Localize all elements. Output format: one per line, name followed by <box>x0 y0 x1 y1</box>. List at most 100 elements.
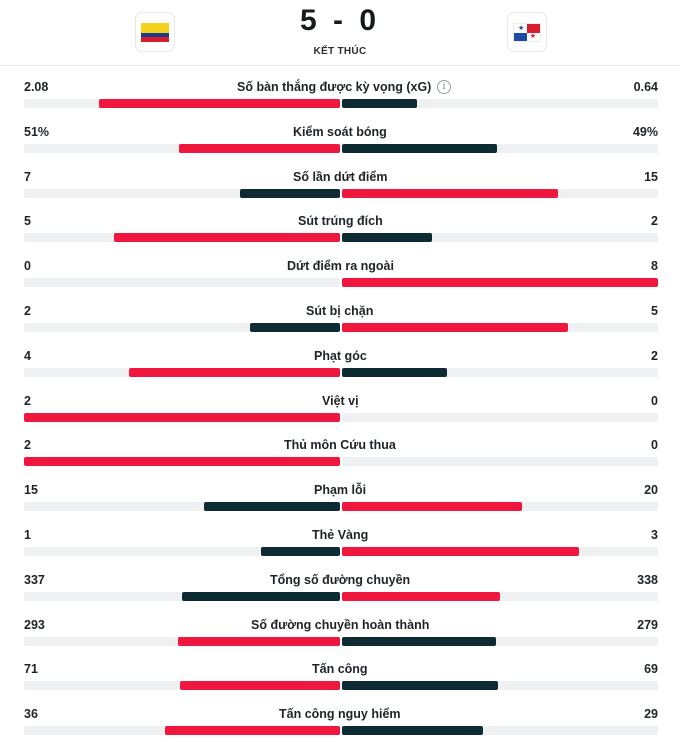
away-stat-value: 29 <box>644 707 658 722</box>
away-stat-bar-track <box>342 322 658 332</box>
stat-title: Số bàn thắng được kỳ vọng (xG) <box>237 80 432 94</box>
away-stat-bar <box>342 681 498 691</box>
away-stat-bar-track <box>342 188 658 198</box>
away-stat-bar-track <box>342 502 658 512</box>
home-stat-bar-track <box>24 726 340 736</box>
stat-label-line: 51% Kiểm soát bóng 49% <box>0 125 680 143</box>
away-stat-bar-track <box>342 681 658 691</box>
away-stat-value: 69 <box>644 662 658 677</box>
home-stat-value: 0 <box>24 259 31 274</box>
home-stat-bar <box>129 367 340 377</box>
away-stat-bar-track <box>342 233 658 243</box>
away-stat-bar-track <box>342 457 658 467</box>
stat-title: Số đường chuyền hoàn thành <box>251 617 430 632</box>
home-stat-value: 71 <box>24 662 38 677</box>
home-stat-bar-track <box>24 502 340 512</box>
stat-row: 337 Tổng số đường chuyền 338 <box>0 559 680 604</box>
away-stat-value: 20 <box>644 483 658 498</box>
stat-row: 2 Việt vị 0 <box>0 380 680 425</box>
stat-row: 1 Thẻ Vàng 3 <box>0 514 680 559</box>
stat-label-line: 7 Số lần dứt điểm 15 <box>0 170 680 188</box>
stat-title: Phạt góc <box>314 348 367 363</box>
stat-label-line: 5 Sút trúng đích 2 <box>0 214 680 232</box>
match-header: 5 - 0 KẾT THÚC ★ ★ <box>0 0 680 66</box>
stat-row: 5 Sút trúng đích 2 <box>0 200 680 245</box>
stat-row: 2 Sút bị chặn 5 <box>0 290 680 335</box>
away-stat-value: 5 <box>651 303 658 318</box>
away-stat-bar <box>342 636 496 646</box>
stat-label-line: 2 Thủ môn Cứu thua 0 <box>0 438 680 456</box>
stat-title: Tấn công <box>312 662 368 677</box>
stat-title: Tấn công nguy hiểm <box>279 707 401 722</box>
away-stat-value: 0.64 <box>633 80 658 94</box>
away-stat-bar-track <box>342 546 658 556</box>
stat-row: 293 Số đường chuyền hoàn thành 279 <box>0 604 680 649</box>
home-stat-bar <box>261 546 340 556</box>
away-stat-bar <box>342 367 447 377</box>
home-stat-value: 7 <box>24 169 31 184</box>
home-stat-bar <box>250 322 340 332</box>
stat-title: Việt vị <box>322 393 359 408</box>
stat-row: 0 Dứt điểm ra ngoài 8 <box>0 245 680 290</box>
home-stat-value: 5 <box>24 214 31 229</box>
away-stat-bar-track <box>342 278 658 288</box>
home-stat-value: 2.08 <box>24 80 49 94</box>
home-stat-value: 293 <box>24 617 45 632</box>
home-stat-value: 2 <box>24 393 31 408</box>
away-stat-bar-track <box>342 367 658 377</box>
home-stat-bar-track <box>24 143 340 153</box>
away-stat-bar <box>342 546 579 556</box>
stat-row: 7 Số lần dứt điểm 15 <box>0 156 680 201</box>
home-stat-bar-track <box>24 99 340 108</box>
home-stat-value: 1 <box>24 527 31 542</box>
home-stat-bar-track <box>24 591 340 601</box>
home-stat-bar <box>24 412 340 422</box>
home-team-badge[interactable] <box>135 12 175 52</box>
home-stat-bar-track <box>24 457 340 467</box>
stat-label-line: 2.08 Số bàn thắng được kỳ vọng (xG) i 0.64 <box>0 80 680 98</box>
stat-label-line: 1 Thẻ Vàng 3 <box>0 528 680 546</box>
home-stat-value: 51% <box>24 124 50 139</box>
stat-title: Thủ môn Cứu thua <box>284 438 396 453</box>
away-team-badge[interactable]: ★ ★ <box>507 12 547 52</box>
home-stat-bar <box>240 188 340 198</box>
away-stat-bar-track <box>342 143 658 153</box>
home-stat-bar <box>114 233 340 243</box>
away-stat-bar-track <box>342 99 658 108</box>
stat-label-line: 293 Số đường chuyền hoàn thành 279 <box>0 618 680 636</box>
home-stat-bar-track <box>24 412 340 422</box>
away-stat-value: 0 <box>651 393 658 408</box>
stat-label-line: 337 Tổng số đường chuyền 338 <box>0 573 680 591</box>
away-stat-value: 338 <box>637 572 658 587</box>
home-stat-bar-track <box>24 367 340 377</box>
colombia-flag-icon <box>141 23 169 42</box>
away-stat-value: 15 <box>644 169 658 184</box>
stat-title: Sút bị chặn <box>306 303 374 318</box>
home-stat-bar-track <box>24 636 340 646</box>
home-stat-bar <box>99 99 340 108</box>
away-stat-value: 3 <box>651 527 658 542</box>
home-stat-bar <box>178 636 340 646</box>
stat-title: Sút trúng đích <box>298 214 383 229</box>
stat-row: 71 Tấn công 69 <box>0 648 680 693</box>
match-score: 5 - 0 <box>299 4 381 37</box>
stat-title: Kiểm soát bóng <box>293 124 387 139</box>
away-stat-bar <box>342 591 500 601</box>
home-stat-bar <box>24 457 340 467</box>
stat-row: 36 Tấn công nguy hiểm 29 <box>0 693 680 738</box>
home-stat-value: 36 <box>24 707 38 722</box>
away-stat-bar <box>342 143 497 153</box>
away-stat-bar <box>342 502 522 512</box>
stats-list: 2.08 Số bàn thắng được kỳ vọng (xG) i 0.64 5… <box>0 66 680 738</box>
home-stat-bar-track <box>24 233 340 243</box>
stat-title: Số lần dứt điểm <box>293 169 388 184</box>
away-stat-bar <box>342 278 658 288</box>
home-stat-bar-track <box>24 188 340 198</box>
away-stat-bar-track <box>342 591 658 601</box>
stat-label-line: 71 Tấn công 69 <box>0 662 680 680</box>
stat-title: Dứt điểm ra ngoài <box>287 259 394 274</box>
info-icon[interactable]: i <box>437 80 451 94</box>
home-stat-bar-track <box>24 322 340 332</box>
stat-row: 15 Phạm lỗi 20 <box>0 469 680 514</box>
home-stat-bar <box>179 143 340 153</box>
